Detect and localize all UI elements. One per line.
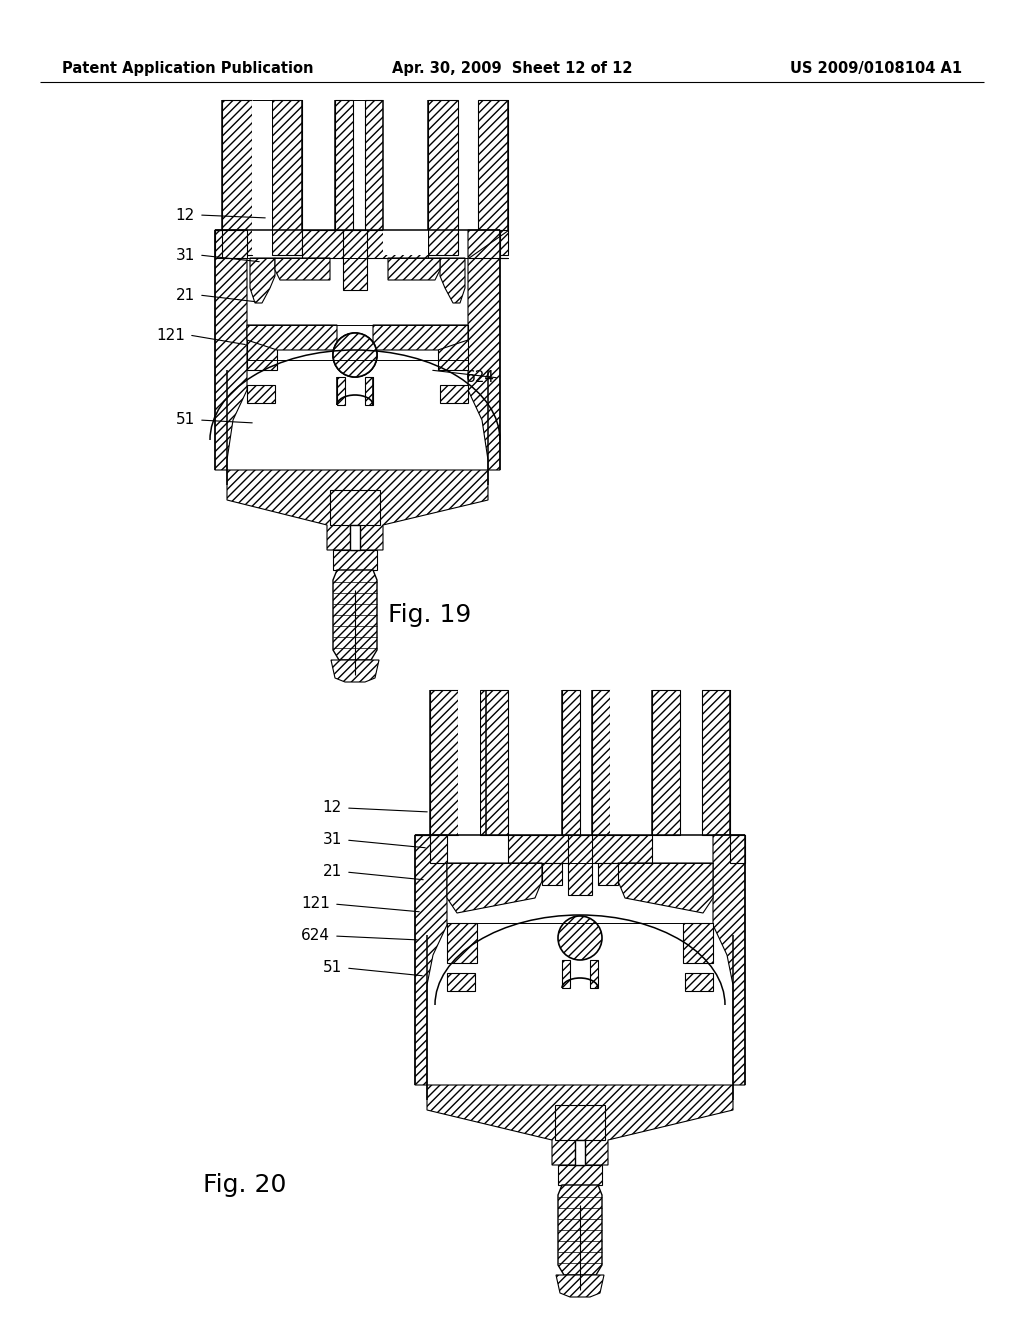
Polygon shape [333, 570, 377, 660]
Polygon shape [558, 1185, 602, 1275]
Polygon shape [427, 1085, 733, 1166]
Bar [365, 378, 373, 405]
Text: 31: 31 [176, 248, 195, 263]
Circle shape [333, 333, 377, 378]
Polygon shape [415, 836, 447, 1085]
Bar [337, 378, 345, 405]
Polygon shape [215, 230, 247, 470]
Text: US 2009/0108104 A1: US 2009/0108104 A1 [790, 61, 962, 75]
Text: 121: 121 [301, 896, 330, 912]
Text: 624: 624 [466, 371, 495, 385]
Polygon shape [713, 836, 745, 1085]
Bar [333, 550, 377, 570]
Bar [447, 973, 475, 991]
Polygon shape [415, 836, 447, 863]
Bar [252, 100, 272, 255]
Polygon shape [373, 325, 468, 350]
Polygon shape [508, 836, 652, 863]
Bar [343, 230, 367, 290]
Text: 51: 51 [323, 961, 342, 975]
Bar [478, 100, 508, 255]
Polygon shape [730, 836, 745, 863]
Bar [652, 690, 680, 836]
Bar [430, 690, 458, 836]
Text: 12: 12 [323, 800, 342, 816]
Polygon shape [542, 863, 562, 884]
Polygon shape [302, 230, 428, 257]
Bar [330, 490, 380, 525]
Bar [562, 960, 570, 987]
Bar [350, 525, 360, 550]
Polygon shape [275, 257, 330, 280]
Bar [685, 973, 713, 991]
Bar [440, 385, 468, 403]
Circle shape [558, 916, 602, 960]
Text: Patent Application Publication: Patent Application Publication [62, 61, 313, 75]
Bar [610, 690, 652, 836]
Text: 121: 121 [156, 327, 185, 342]
Polygon shape [250, 257, 275, 304]
Bar [480, 690, 508, 836]
Polygon shape [468, 230, 500, 470]
Polygon shape [215, 230, 247, 257]
Bar [215, 230, 240, 257]
Bar [555, 1105, 605, 1140]
Polygon shape [468, 230, 508, 257]
Bar [590, 960, 598, 987]
Text: Apr. 30, 2009  Sheet 12 of 12: Apr. 30, 2009 Sheet 12 of 12 [392, 61, 632, 75]
Polygon shape [618, 863, 713, 913]
Text: 624: 624 [301, 928, 330, 944]
Bar [247, 385, 275, 403]
Polygon shape [598, 863, 618, 884]
Text: 21: 21 [176, 288, 195, 302]
Polygon shape [556, 1275, 604, 1298]
Bar [438, 325, 468, 370]
Text: Fig. 20: Fig. 20 [204, 1173, 287, 1197]
Polygon shape [388, 257, 440, 280]
Bar [558, 1166, 602, 1185]
Text: 12: 12 [176, 207, 195, 223]
Polygon shape [247, 325, 337, 350]
Circle shape [333, 333, 377, 378]
Polygon shape [440, 257, 465, 304]
Text: 31: 31 [323, 833, 342, 847]
Bar [365, 100, 383, 255]
Polygon shape [227, 470, 488, 550]
Bar [272, 100, 302, 255]
Bar [683, 923, 713, 964]
Bar [702, 690, 730, 836]
Bar [222, 100, 252, 255]
Bar [568, 836, 592, 895]
Bar [428, 100, 458, 255]
Bar [447, 923, 477, 964]
Bar [383, 100, 428, 255]
Bar [592, 690, 610, 836]
Text: Fig. 19: Fig. 19 [388, 603, 472, 627]
Polygon shape [447, 863, 542, 913]
Bar [575, 1140, 585, 1166]
Polygon shape [331, 660, 379, 682]
Bar [458, 690, 480, 836]
Text: 21: 21 [323, 865, 342, 879]
Bar [247, 325, 278, 370]
Bar [335, 100, 353, 255]
Bar [562, 690, 580, 836]
Text: 51: 51 [176, 412, 195, 428]
